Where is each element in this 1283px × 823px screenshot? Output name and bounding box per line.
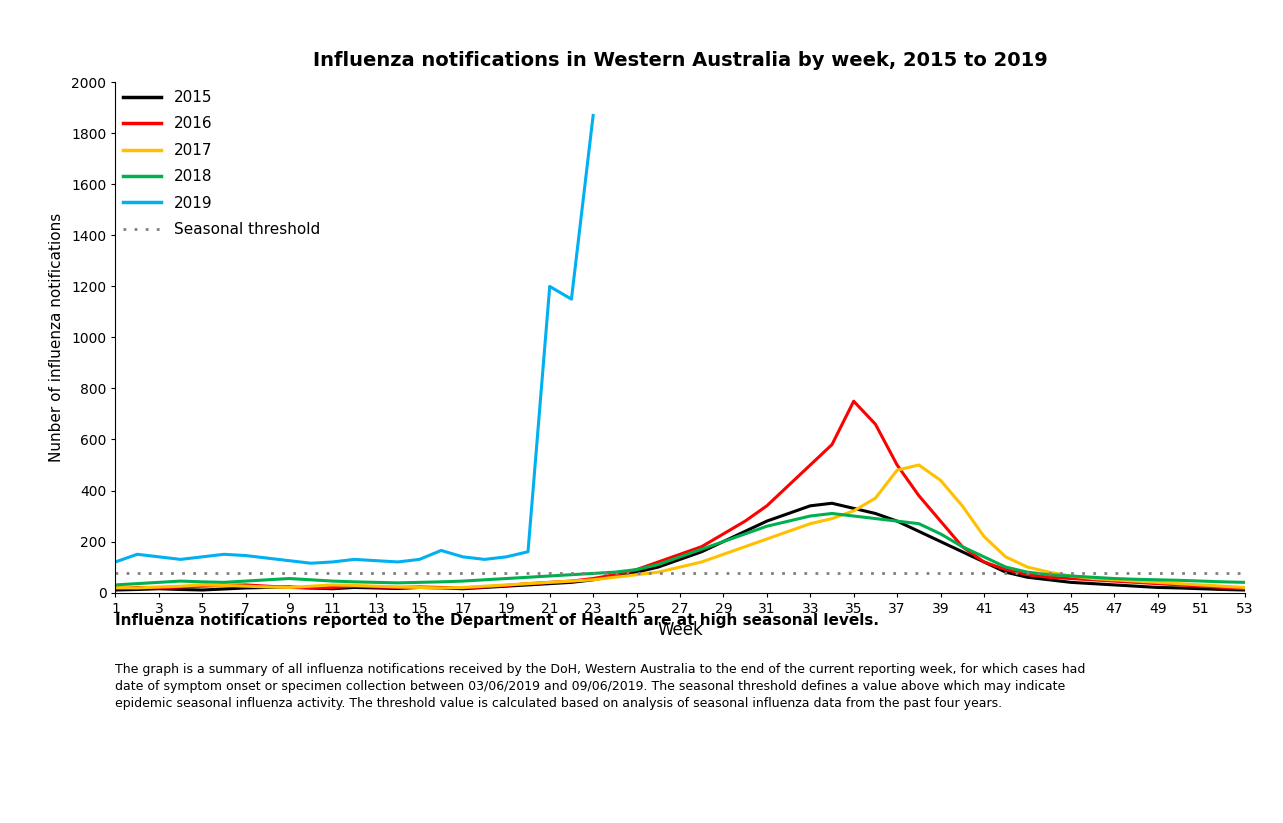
2018	[998, 562, 1014, 572]
2015	[108, 585, 123, 595]
2018	[1237, 578, 1252, 588]
2015	[781, 509, 797, 518]
2017	[845, 506, 861, 516]
2019	[412, 555, 427, 565]
2019	[585, 110, 600, 120]
2018	[760, 521, 775, 531]
Line: 2016: 2016	[115, 402, 1245, 588]
2019	[521, 546, 536, 556]
2016	[1237, 584, 1252, 593]
2018	[781, 516, 797, 526]
2019	[541, 281, 557, 291]
2016	[845, 397, 861, 407]
2018	[845, 511, 861, 521]
2015	[1237, 585, 1252, 595]
Line: 2019: 2019	[115, 115, 593, 563]
Line: 2017: 2017	[115, 465, 1245, 588]
2016	[781, 481, 797, 491]
Text: Influenza notifications reported to the Department of Health are at high seasona: Influenza notifications reported to the …	[115, 613, 879, 628]
X-axis label: Week: Week	[657, 621, 703, 639]
2016	[760, 501, 775, 511]
2019	[346, 555, 362, 565]
2017	[434, 583, 449, 593]
2019	[368, 556, 384, 565]
2019	[325, 557, 340, 567]
2018	[412, 578, 427, 588]
2016	[824, 439, 839, 449]
2016	[108, 584, 123, 593]
Title: Influenza notifications in Western Australia by week, 2015 to 2019: Influenza notifications in Western Austr…	[313, 51, 1047, 70]
2019	[563, 295, 579, 305]
2019	[173, 555, 189, 565]
2017	[803, 518, 819, 528]
2019	[259, 553, 275, 563]
2019	[239, 551, 254, 560]
2019	[303, 558, 318, 568]
2016	[998, 565, 1014, 574]
2015	[824, 499, 839, 509]
2015	[412, 583, 427, 593]
2017	[130, 583, 145, 593]
Text: The graph is a summary of all influenza notifications received by the DoH, Weste: The graph is a summary of all influenza …	[115, 663, 1085, 709]
2016	[1128, 578, 1143, 588]
2019	[455, 552, 471, 562]
2017	[1237, 583, 1252, 593]
Y-axis label: Nunber of influenza notifications: Nunber of influenza notifications	[49, 213, 64, 462]
Line: 2015: 2015	[115, 504, 1245, 590]
2017	[911, 460, 926, 470]
2017	[781, 527, 797, 537]
2019	[130, 550, 145, 560]
2017	[867, 493, 883, 503]
2019	[434, 546, 449, 556]
2019	[281, 556, 296, 565]
2015	[998, 567, 1014, 577]
2019	[390, 557, 405, 567]
2019	[217, 550, 232, 560]
2019	[195, 552, 210, 562]
Line: 2018: 2018	[115, 514, 1245, 585]
2015	[845, 504, 861, 514]
2018	[824, 509, 839, 518]
2018	[108, 580, 123, 590]
2019	[499, 552, 514, 562]
2015	[1128, 581, 1143, 591]
2016	[412, 582, 427, 592]
2019	[108, 557, 123, 567]
2019	[151, 552, 167, 562]
2019	[477, 555, 493, 565]
2017	[1020, 562, 1035, 572]
2018	[1128, 574, 1143, 584]
2017	[108, 583, 123, 593]
2015	[760, 516, 775, 526]
Legend: 2015, 2016, 2017, 2018, 2019, Seasonal threshold: 2015, 2016, 2017, 2018, 2019, Seasonal t…	[123, 90, 319, 237]
